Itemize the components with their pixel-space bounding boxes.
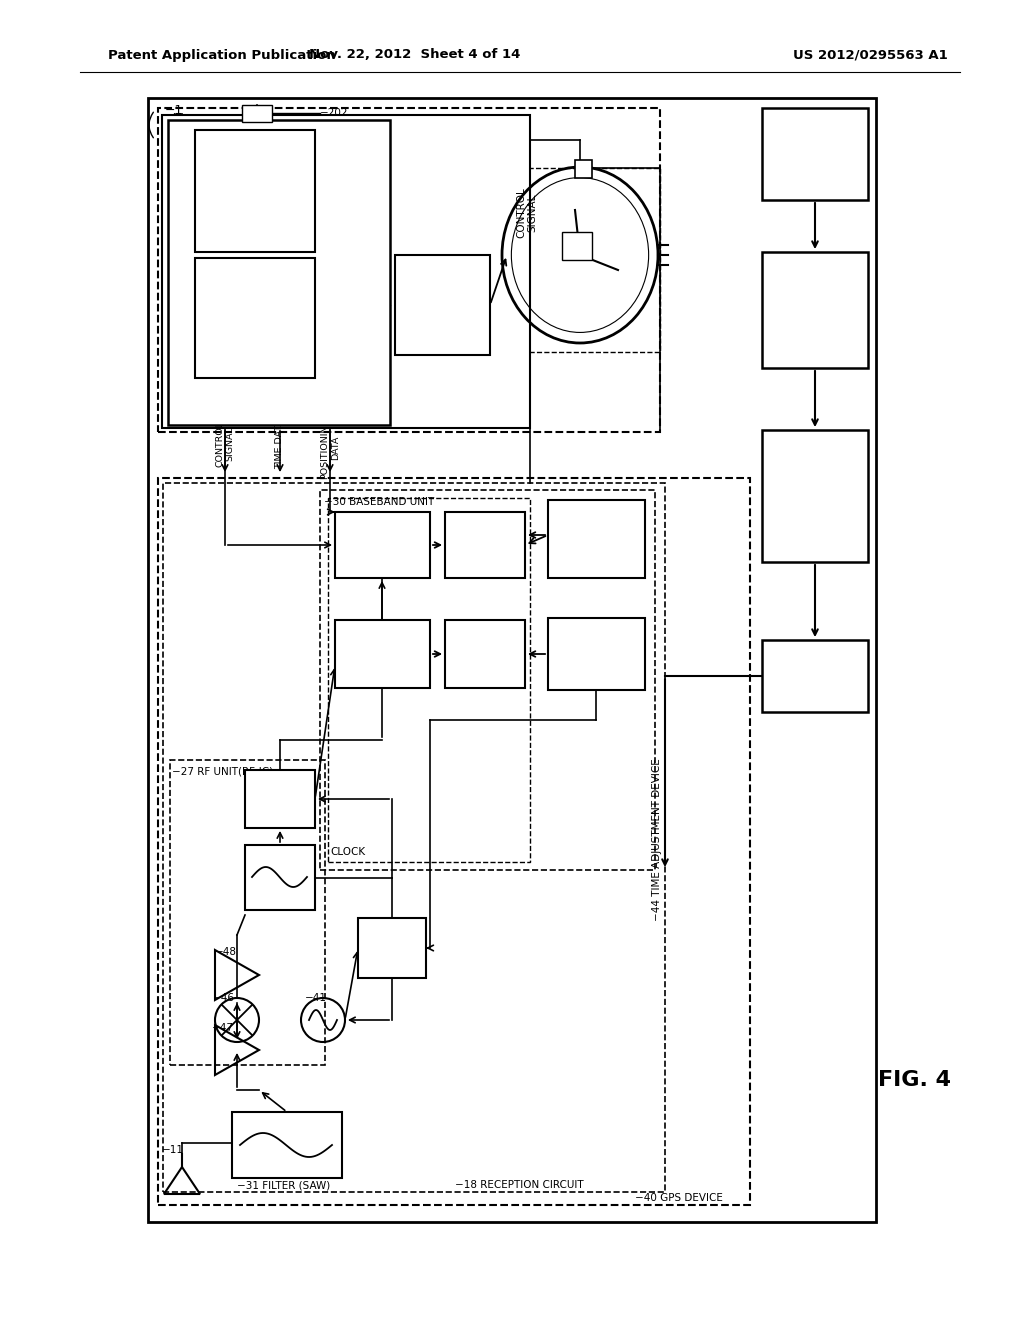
Bar [168, 120, 390, 425]
Text: REGULATOR: REGULATOR [779, 669, 851, 682]
Text: RTC: RTC [474, 648, 496, 660]
Text: SRAM: SRAM [468, 539, 502, 552]
Text: −48: −48 [215, 946, 237, 957]
Text: −45: −45 [162, 114, 185, 123]
Bar [358, 917, 426, 978]
Text: −20: −20 [168, 120, 191, 129]
Text: −27 RF UNIT(RF-IC): −27 RF UNIT(RF-IC) [172, 767, 273, 777]
Text: −24: −24 [765, 433, 788, 444]
Text: POSITIONING
DATA: POSITIONING DATA [321, 417, 340, 479]
Bar [195, 129, 315, 252]
Text: −28: −28 [765, 255, 788, 265]
Text: −11: −11 [162, 1144, 184, 1155]
Text: CHARGING
CONTROL
CIRCUIT: CHARGING CONTROL CIRCUIT [784, 286, 845, 319]
Text: BATTERY
(RECHARGEABLE
BATTERY): BATTERY (RECHARGEABLE BATTERY) [771, 458, 859, 491]
Text: −20A: −20A [198, 261, 227, 271]
Text: −42: −42 [248, 774, 270, 783]
Bar [158, 108, 660, 432]
Bar [148, 98, 876, 1222]
Text: −35 IF FILTER: −35 IF FILTER [248, 847, 314, 858]
Text: PLL: PLL [382, 941, 402, 954]
Text: CLOCK: CLOCK [330, 847, 366, 857]
Text: OSCILLATION
CIRCUIT: OSCILLATION CIRCUIT [221, 181, 290, 202]
Bar [158, 478, 750, 1205]
Text: TCXO: TCXO [581, 648, 611, 660]
Text: −40 GPS DEVICE: −40 GPS DEVICE [635, 1193, 723, 1203]
Bar [762, 252, 868, 368]
Text: STORAGE
UNIT: STORAGE UNIT [230, 308, 280, 329]
Bar [445, 620, 525, 688]
Text: CHARGING
COIL: CHARGING COIL [783, 140, 847, 168]
Bar [395, 255, 490, 355]
Text: −33: −33 [551, 503, 573, 513]
Text: −44 TIME ADJUSTMENT DEVICE: −44 TIME ADJUSTMENT DEVICE [652, 759, 662, 921]
Text: −36: −36 [338, 515, 360, 525]
Text: CPU: CPU [370, 539, 394, 552]
Text: −39: −39 [338, 623, 360, 634]
Bar [242, 106, 272, 121]
Text: −202: −202 [319, 108, 348, 117]
Text: DSP: DSP [371, 648, 394, 660]
Text: TIME DATA: TIME DATA [275, 418, 285, 469]
Text: DRIVE
CIRCUIT: DRIVE CIRCUIT [420, 294, 464, 315]
Text: −29: −29 [765, 643, 788, 653]
Text: CONTROL
SIGNAL: CONTROL SIGNAL [215, 421, 234, 467]
Bar [319, 490, 655, 870]
Bar [548, 500, 645, 578]
Text: −22: −22 [765, 111, 788, 121]
Text: Nov. 22, 2012  Sheet 4 of 14: Nov. 22, 2012 Sheet 4 of 14 [309, 49, 520, 62]
Text: −41: −41 [305, 993, 327, 1003]
Bar [507, 168, 660, 352]
Bar [162, 115, 530, 428]
Text: −32: −32 [551, 620, 573, 631]
Bar [245, 845, 315, 909]
Text: −38: −38 [449, 623, 470, 634]
Bar [245, 770, 315, 828]
Text: −46: −46 [213, 993, 234, 1003]
Bar [195, 257, 315, 378]
Text: −37: −37 [449, 515, 470, 525]
Text: −43: −43 [398, 257, 420, 268]
Text: −18 RECEPTION CIRCUIT: −18 RECEPTION CIRCUIT [455, 1180, 584, 1191]
Text: FLASH
MEMORY: FLASH MEMORY [571, 524, 621, 545]
Text: −20B: −20B [198, 133, 227, 143]
Text: −1: −1 [165, 103, 183, 116]
Bar [762, 108, 868, 201]
Bar [762, 430, 868, 562]
Bar [562, 232, 592, 260]
Bar [232, 1111, 342, 1177]
Bar [575, 160, 592, 178]
Text: US 2012/0295563 A1: US 2012/0295563 A1 [793, 49, 947, 62]
Bar [163, 483, 665, 1192]
Bar [170, 760, 325, 1065]
Bar [548, 618, 645, 690]
Text: FIG. 4: FIG. 4 [878, 1071, 951, 1090]
Text: ADC: ADC [267, 792, 293, 805]
Text: Patent Application Publication: Patent Application Publication [108, 49, 336, 62]
Text: −30 BASEBAND UNIT: −30 BASEBAND UNIT [324, 498, 434, 507]
Bar [762, 640, 868, 711]
Bar [335, 512, 430, 578]
Text: −31 FILTER (SAW): −31 FILTER (SAW) [237, 1180, 331, 1191]
Bar [335, 620, 430, 688]
Text: −47: −47 [212, 1023, 234, 1034]
Bar [445, 512, 525, 578]
Text: CONTROL UNIT (CPU): CONTROL UNIT (CPU) [173, 215, 183, 335]
Bar [328, 498, 530, 862]
Text: CONTROL
SIGNAL: CONTROL SIGNAL [516, 187, 538, 239]
Text: −34: −34 [361, 921, 383, 931]
